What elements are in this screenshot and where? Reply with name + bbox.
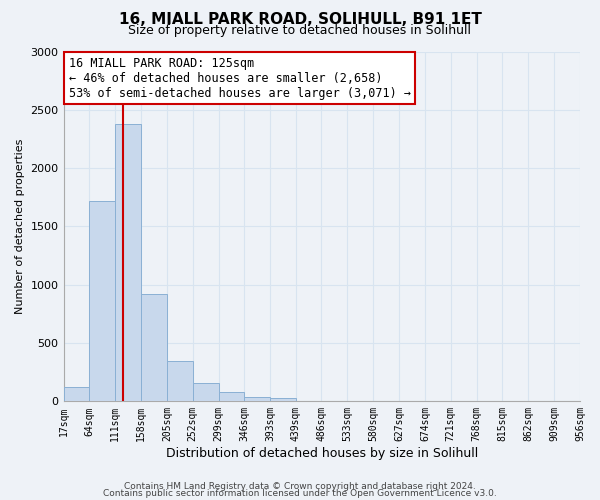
Text: Contains public sector information licensed under the Open Government Licence v3: Contains public sector information licen… xyxy=(103,489,497,498)
Text: Contains HM Land Registry data © Crown copyright and database right 2024.: Contains HM Land Registry data © Crown c… xyxy=(124,482,476,491)
Y-axis label: Number of detached properties: Number of detached properties xyxy=(15,138,25,314)
Bar xyxy=(89,201,115,402)
Bar xyxy=(115,124,141,402)
Bar xyxy=(64,388,89,402)
Bar xyxy=(167,361,193,402)
Bar xyxy=(193,382,218,402)
Text: 16 MIALL PARK ROAD: 125sqm
← 46% of detached houses are smaller (2,658)
53% of s: 16 MIALL PARK ROAD: 125sqm ← 46% of deta… xyxy=(69,56,411,100)
Text: Size of property relative to detached houses in Solihull: Size of property relative to detached ho… xyxy=(128,24,472,37)
Text: 16, MIALL PARK ROAD, SOLIHULL, B91 1ET: 16, MIALL PARK ROAD, SOLIHULL, B91 1ET xyxy=(119,12,481,28)
Bar xyxy=(271,398,296,402)
Bar xyxy=(141,294,167,402)
Bar xyxy=(218,392,244,402)
X-axis label: Distribution of detached houses by size in Solihull: Distribution of detached houses by size … xyxy=(166,447,478,460)
Bar xyxy=(244,396,271,402)
